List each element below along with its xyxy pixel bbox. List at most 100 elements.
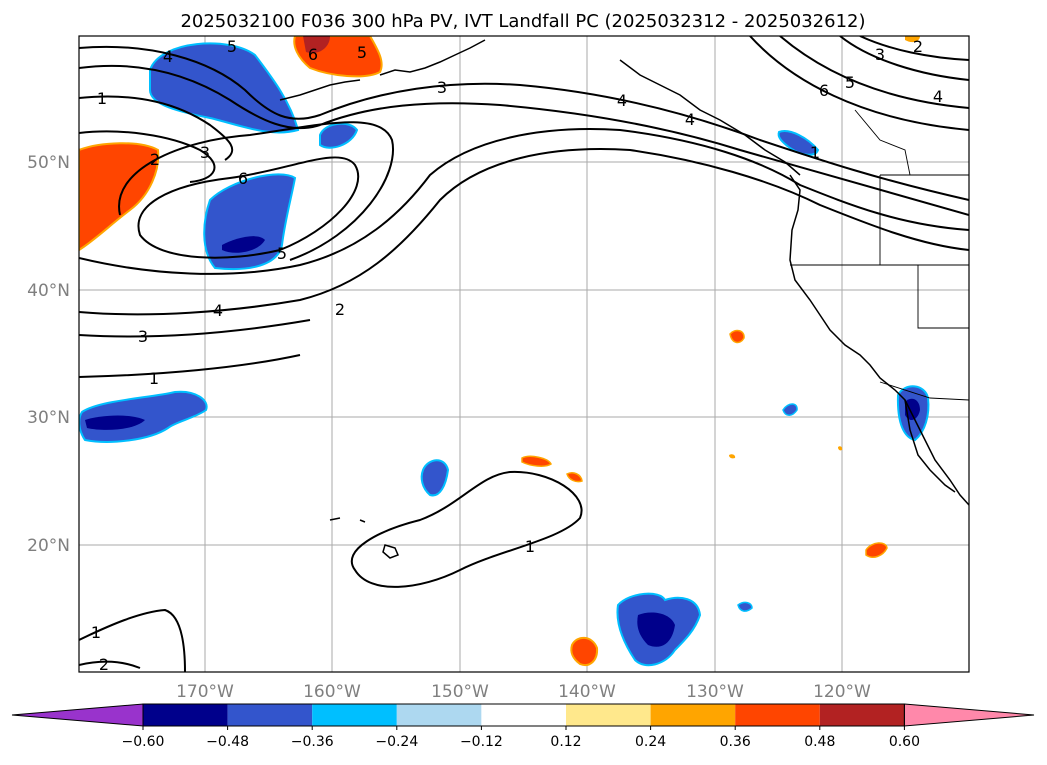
- pv-contour: [749, 36, 969, 131]
- contour-label: 2: [150, 150, 160, 169]
- contour-label: 3: [875, 45, 885, 64]
- coastlines: [279, 39, 969, 559]
- lon-tick-label: 130°W: [686, 682, 744, 702]
- pc-blob: [905, 36, 920, 43]
- pv-contour: [79, 319, 311, 338]
- pc-blob: [303, 36, 330, 54]
- lat-tick-label: 50°N: [27, 153, 70, 173]
- map-panel: 4 5 1 2 3 6 5 3 4 3 4 1 2 6 5 4 6 5 4 3: [78, 35, 970, 674]
- pv-contour: [779, 36, 969, 109]
- pv-contour: [79, 660, 141, 669]
- lat-tick-label: 40°N: [27, 281, 70, 301]
- pv-contour: [79, 148, 969, 316]
- pv-contour: [79, 95, 234, 161]
- colorbar-tick-label: −0.12: [460, 734, 503, 750]
- lon-tick-label: 160°W: [303, 682, 361, 702]
- pc-blob: [782, 403, 798, 416]
- pv-contour: [137, 156, 360, 259]
- pc-blob: [729, 454, 736, 459]
- contour-label: 2: [913, 37, 923, 56]
- pv-contour: [839, 36, 969, 81]
- contour-label: 3: [200, 143, 210, 162]
- lat-tick-label: 20°N: [27, 536, 70, 556]
- pc-blob: [420, 459, 450, 497]
- contour-label: 4: [933, 87, 943, 106]
- colorbar-tick-label: 0.36: [720, 734, 751, 750]
- pv-contour: [859, 36, 969, 61]
- contour-label: 5: [357, 43, 367, 62]
- map-background: [79, 36, 969, 672]
- contour-label: 1: [91, 623, 101, 642]
- contour-label: 4: [617, 91, 627, 110]
- pv-contours: [79, 36, 969, 672]
- lon-tick-label: 120°W: [813, 682, 871, 702]
- contour-label: 1: [97, 89, 107, 108]
- contour-label: 5: [277, 244, 287, 263]
- latitude-tick-labels: 50°N 40°N 30°N 20°N: [27, 153, 70, 556]
- contour-label: 1: [149, 369, 159, 388]
- colorbar-bin: [396, 704, 482, 726]
- lon-tick-label: 150°W: [431, 682, 489, 702]
- lon-tick-label: 140°W: [558, 682, 616, 702]
- pv-contour: [79, 45, 969, 201]
- contour-label: 4: [163, 47, 173, 66]
- pv-contour: [79, 608, 186, 672]
- pc-blob-dark: [85, 415, 145, 430]
- pc-blob: [149, 42, 300, 134]
- lon-tick-label: 170°W: [176, 682, 234, 702]
- lat-tick-label: 30°N: [27, 408, 70, 428]
- borders: [790, 109, 969, 401]
- contour-label: 4: [213, 301, 223, 320]
- colorbar-tick-label: 0.24: [635, 734, 666, 750]
- colorbar-tick-label: −0.24: [375, 734, 418, 750]
- pc-blob: [570, 636, 599, 666]
- contour-label: 1: [810, 143, 820, 162]
- pc-blob-dark: [637, 612, 675, 647]
- pv-contour: [79, 130, 216, 183]
- colorbar-outline: [142, 703, 905, 727]
- contour-label: 3: [138, 327, 148, 346]
- colorbar-tick-label: 0.12: [550, 734, 581, 750]
- colorbar-extend-min: [11, 703, 144, 727]
- colorbar-tick-label: 0.60: [889, 734, 920, 750]
- pv-contour: [118, 121, 394, 261]
- colorbar-tick-label: −0.60: [122, 734, 165, 750]
- contour-label: 6: [238, 169, 248, 188]
- pc-blob-dark: [905, 398, 920, 421]
- pc-blob-dark: [222, 236, 265, 253]
- figure-title: 2025032100 F036 300 hPa PV, IVT Landfall…: [180, 11, 865, 32]
- contour-label: 6: [308, 45, 318, 64]
- contour-label: 5: [845, 73, 855, 92]
- colorbar-tick-label: −0.36: [291, 734, 334, 750]
- map-frame: [78, 35, 970, 673]
- pv-contour: [79, 354, 301, 378]
- longitude-tick-labels: 170°W 160°W 150°W 140°W 130°W 120°W: [176, 682, 871, 702]
- pc-blob: [865, 542, 888, 558]
- colorbar-bin: [227, 704, 313, 726]
- contour-label: 6: [819, 81, 829, 100]
- colorbar: −0.60 −0.48 −0.36 −0.24 −0.12 0.12 0.24 0.36 0.4…: [11, 703, 1035, 750]
- colorbar-tick-label: −0.48: [206, 734, 249, 750]
- colorbar-bin: [650, 704, 736, 726]
- colorbar-bin: [481, 704, 566, 726]
- colorbar-bin: [143, 704, 228, 726]
- colorbar-bin: [566, 704, 651, 726]
- pc-blob: [566, 472, 583, 483]
- pc-blob: [838, 446, 843, 451]
- colorbar-bin: [819, 704, 905, 726]
- pv-contour: [79, 64, 969, 216]
- pc-blob: [737, 601, 753, 612]
- contour-label: 3: [437, 78, 447, 97]
- pc-blob: [521, 455, 552, 467]
- colorbar-tick-label: 0.48: [804, 734, 835, 750]
- contour-label: 2: [99, 655, 109, 674]
- contour-label: 4: [685, 110, 695, 129]
- colorbar-bin: [312, 704, 397, 726]
- negative-pc-shading: [79, 42, 930, 667]
- pc-blob: [319, 122, 359, 149]
- pv-contour: [350, 470, 583, 588]
- contour-label: 1: [525, 537, 535, 556]
- pv-contour-labels: 4 5 1 2 3 6 5 3 4 3 4 1 2 6 5 4 6 5 4 3: [91, 37, 943, 674]
- colorbar-bin: [735, 704, 820, 726]
